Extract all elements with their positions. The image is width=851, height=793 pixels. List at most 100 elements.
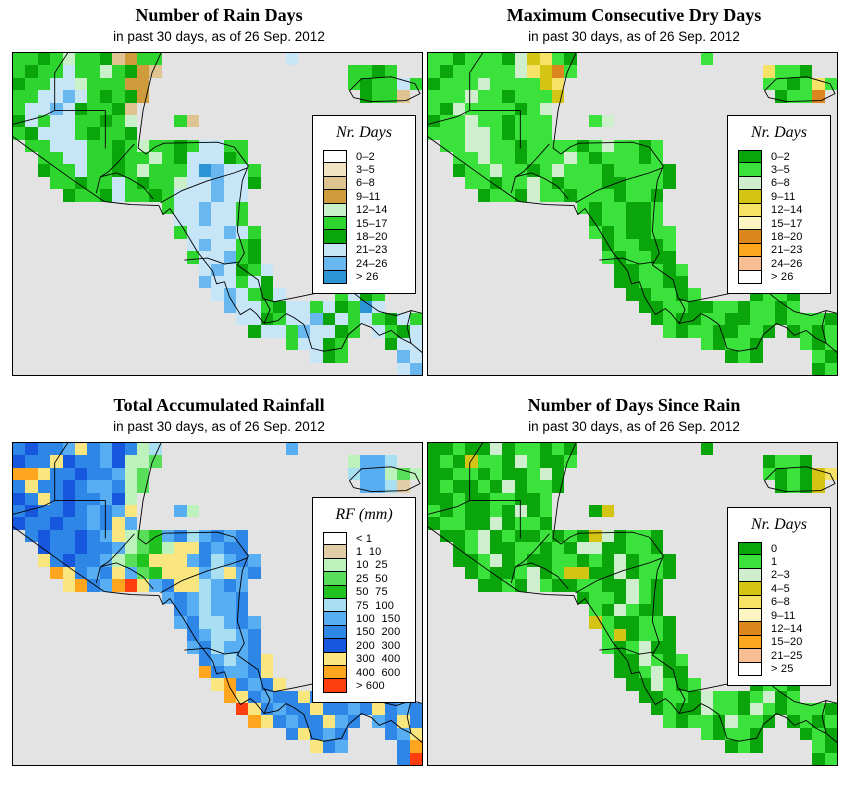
- legend-entry: 0–2: [323, 150, 407, 164]
- legend-label: 12–14: [771, 204, 803, 217]
- legend-label: 18–20: [771, 231, 803, 244]
- legend-entry: 21–23: [738, 243, 822, 258]
- map-rain-days: Nr. Days 0–2 3–5 6–8 9–11 12–14 15–17 18–20 21–…: [12, 52, 423, 376]
- legend-swatch: [323, 558, 347, 573]
- legend-swatch: [323, 150, 347, 164]
- legend-entry: 9–11: [323, 190, 407, 204]
- legend-entry: 6–8: [738, 595, 822, 609]
- legend-swatch: [738, 649, 762, 663]
- legend-entry: 18–20: [738, 230, 822, 244]
- legend-swatch: [323, 176, 347, 191]
- legend-entry: 75 100: [323, 598, 407, 613]
- legend-label: 400 600: [356, 666, 401, 679]
- legend-entry: 0: [738, 542, 822, 556]
- legend-label: 9–11: [356, 190, 381, 203]
- legend-entry: 18–20: [323, 230, 407, 244]
- legend-label: 6–8: [771, 177, 790, 190]
- legend-entry: < 1: [323, 532, 407, 546]
- legend-entry: > 600: [323, 679, 407, 693]
- legend-swatch: [738, 243, 762, 258]
- panel-subtitle: in past 30 days, as of 26 Sep. 2012: [113, 419, 325, 434]
- legend-swatch: [738, 257, 762, 271]
- legend-swatch: [738, 230, 762, 244]
- legend-swatch: [738, 568, 762, 583]
- legend-label: > 600: [356, 679, 385, 692]
- legend-entry: 150 200: [323, 625, 407, 640]
- legend: Nr. Days 0–2 3–5 6–8 9–11 12–14 15–17 18–20 21–…: [312, 115, 416, 294]
- legend-rows: 0–2 3–5 6–8 9–11 12–14 15–17 18–20 21–23 24–26 > …: [738, 150, 822, 284]
- legend-swatch: [323, 598, 347, 613]
- legend-swatch: [323, 545, 347, 559]
- legend-entry: 12–14: [738, 203, 822, 217]
- legend-entry: 15–17: [738, 216, 822, 231]
- legend-label: 24–26: [356, 257, 388, 270]
- legend-label: 12–14: [356, 204, 388, 217]
- legend-label: 9–11: [771, 609, 796, 622]
- legend-swatch: [323, 190, 347, 204]
- legend-entry: > 26: [323, 270, 407, 284]
- panel-title: Number of Rain Days: [135, 5, 303, 25]
- legend-label: 4–5: [771, 582, 790, 595]
- legend-title: RF (mm): [335, 506, 393, 523]
- legend-swatch: [323, 625, 347, 640]
- legend-label: 10 25: [356, 559, 388, 572]
- legend-swatch: [738, 270, 762, 284]
- legend-entry: 21–25: [738, 649, 822, 663]
- legend-entry: 0–2: [738, 150, 822, 164]
- legend-entry: > 26: [738, 270, 822, 284]
- legend-entry: 200 300: [323, 639, 407, 653]
- legend-entry: 100 150: [323, 612, 407, 626]
- legend-label: 75 100: [356, 599, 395, 612]
- legend-entry: 1: [738, 555, 822, 569]
- legend-swatch: [323, 163, 347, 177]
- legend-entry: 12–14: [323, 203, 407, 217]
- panel-title: Number of Days Since Rain: [527, 395, 741, 415]
- legend-entry: 6–8: [738, 176, 822, 191]
- legend-swatch: [738, 203, 762, 217]
- legend-entry: 400 600: [323, 665, 407, 680]
- legend-swatch: [323, 243, 347, 258]
- legend-entry: 24–26: [323, 257, 407, 271]
- legend-label: 200 300: [356, 639, 401, 652]
- legend-swatch: [323, 203, 347, 217]
- legend-label: 15–17: [771, 217, 803, 230]
- map-days-since-rain: Nr. Days 0 1 2–3 4–5 6–8 9–11 12–14 15–20 21–25 >…: [427, 442, 838, 766]
- legend-entry: 50 75: [323, 585, 407, 599]
- legend-swatch: [323, 652, 347, 666]
- legend-label: 0: [771, 542, 778, 555]
- legend-entry: 300 400: [323, 652, 407, 666]
- legend-swatch: [738, 542, 762, 556]
- legend-swatch: [738, 635, 762, 650]
- panel-accumulated-rainfall: Total Accumulated Rainfall in past 30 da…: [12, 395, 426, 766]
- panel-days-since-rain: Number of Days Since Rain in past 30 day…: [427, 395, 841, 766]
- legend-swatch: [323, 665, 347, 680]
- legend-swatch: [323, 612, 347, 626]
- legend-swatch: [738, 622, 762, 636]
- legend-entry: > 25: [738, 662, 822, 676]
- legend-label: 25 50: [356, 572, 388, 585]
- legend-title: Nr. Days: [750, 124, 807, 141]
- legend-label: 3–5: [771, 164, 790, 177]
- legend-label: > 25: [771, 663, 794, 676]
- legend-title: Nr. Days: [750, 516, 807, 533]
- legend-swatch: [323, 532, 347, 546]
- legend-entry: 15–20: [738, 635, 822, 650]
- panel-subtitle: in past 30 days, as of 26 Sep. 2012: [528, 419, 740, 434]
- legend-title: Nr. Days: [335, 124, 392, 141]
- legend-swatch: [738, 150, 762, 164]
- legend-label: 15–20: [771, 636, 803, 649]
- legend-swatch: [323, 585, 347, 599]
- legend-entry: 25 50: [323, 572, 407, 586]
- panel-title: Total Accumulated Rainfall: [113, 395, 325, 415]
- legend-rows: 0 1 2–3 4–5 6–8 9–11 12–14 15–20 21–25 > 25: [738, 542, 822, 676]
- legend-swatch: [738, 662, 762, 676]
- legend-swatch: [738, 595, 762, 609]
- legend-label: 1 10: [356, 546, 382, 559]
- legend-entry: 10 25: [323, 558, 407, 573]
- legend-entry: 15–17: [323, 216, 407, 231]
- legend-entry: 24–26: [738, 257, 822, 271]
- legend-swatch: [738, 190, 762, 204]
- legend-label: 15–17: [356, 217, 388, 230]
